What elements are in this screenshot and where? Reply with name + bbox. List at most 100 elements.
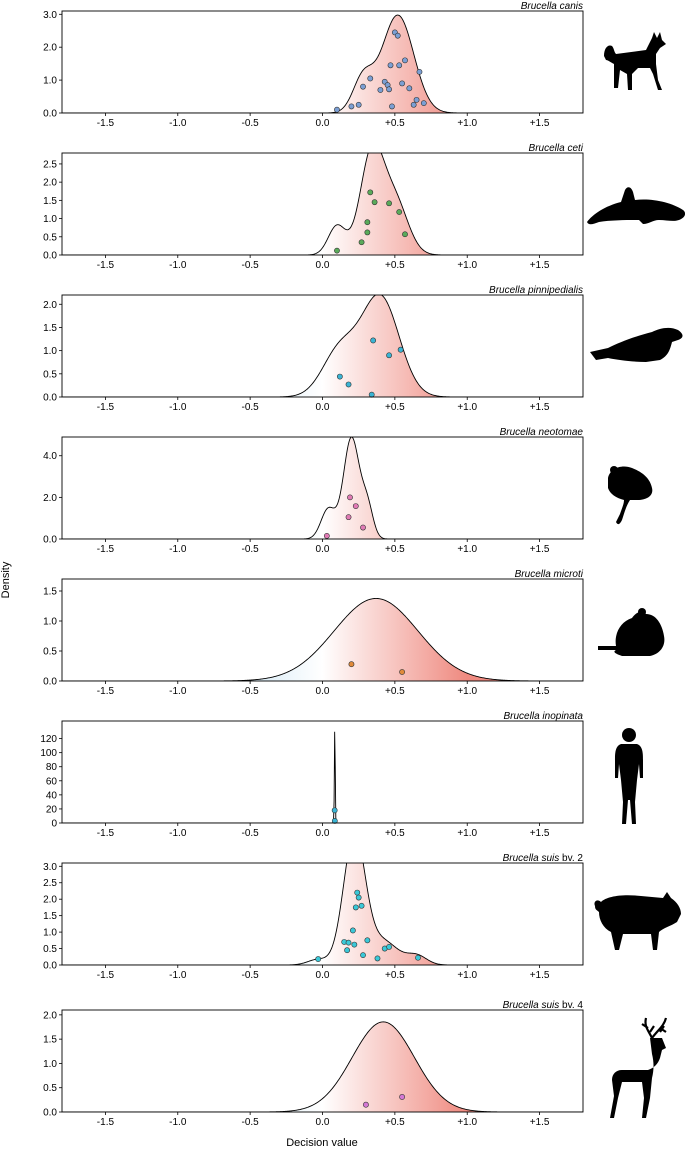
- data-point: [360, 524, 366, 531]
- kde-curve: [62, 14, 583, 113]
- y-tick-label: 0.0: [43, 251, 57, 262]
- y-tick-label: 0.5: [43, 1083, 57, 1094]
- data-point: [323, 532, 330, 539]
- y-tick-label: 1.5: [43, 323, 57, 334]
- y-tick-label: 1.0: [43, 928, 57, 939]
- data-point: [374, 955, 381, 962]
- y-tick-label: 0.0: [43, 961, 57, 972]
- x-tick-label: -1.5: [97, 970, 115, 981]
- panel-3: -1.5 -1.0 -0.5 0.0 +0.5 +1.0 +1.5 0.0 0.5 1.0 1.5 2…: [43, 285, 584, 413]
- x-tick-label: -0.5: [242, 686, 260, 697]
- x-tick-label: -1.0: [169, 544, 187, 555]
- data-point: [331, 807, 338, 814]
- dolphin-silhouette-icon: [587, 187, 685, 225]
- x-tick-label: +1.0: [457, 1117, 477, 1128]
- data-point: [345, 381, 352, 388]
- x-tick-label: 0.0: [316, 828, 330, 839]
- data-point: [364, 937, 371, 944]
- y-tick-label: 2.0: [43, 1010, 57, 1021]
- y-tick-label: 0.0: [43, 109, 57, 120]
- y-tick-label: 80: [46, 762, 58, 773]
- y-tick-label: 2.0: [43, 178, 57, 189]
- x-tick-label: +0.5: [385, 686, 405, 697]
- data-point: [349, 927, 356, 934]
- data-point: [355, 101, 362, 108]
- data-point: [347, 494, 353, 501]
- x-tick-label: +1.0: [457, 970, 477, 981]
- y-tick-label: 2.5: [43, 878, 57, 889]
- axes-frame: [61, 10, 584, 114]
- data-point: [399, 80, 405, 87]
- x-tick-label: +1.5: [530, 260, 550, 271]
- y-tick-label: 2.0: [43, 300, 57, 311]
- data-point: [370, 337, 377, 344]
- x-tick-label: -1.5: [97, 1117, 115, 1128]
- x-tick-label: +1.0: [457, 544, 477, 555]
- x-tick-label: -0.5: [242, 260, 260, 271]
- x-tick-label: -1.0: [169, 970, 187, 981]
- x-tick-label: -1.0: [169, 1117, 187, 1128]
- y-tick-label: 60: [46, 776, 58, 787]
- x-tick-label: +1.0: [457, 260, 477, 271]
- data-point: [387, 62, 394, 69]
- kde-area: [62, 731, 583, 823]
- x-tick-label: -0.5: [242, 544, 260, 555]
- x-tick-label: -1.0: [169, 828, 187, 839]
- data-point: [364, 219, 371, 226]
- panel-title: Brucella suis bv. 4: [503, 1000, 584, 1011]
- data-point: [420, 100, 427, 107]
- panel-5: -1.5 -1.0 -0.5 0.0 +0.5 +1.0 +1.5 0.0 0.5 1.0 1.5 B…: [43, 569, 584, 697]
- data-point: [399, 669, 405, 675]
- y-tick-label: 1.0: [43, 346, 57, 357]
- data-point: [368, 391, 375, 398]
- x-tick-label: +0.5: [385, 118, 405, 129]
- x-tick-label: -0.5: [242, 118, 260, 129]
- data-point: [394, 32, 401, 39]
- x-tick-label: -1.0: [169, 686, 187, 697]
- x-tick-label: +1.0: [457, 118, 477, 129]
- x-tick-label: -1.0: [169, 118, 187, 129]
- x-tick-label: -1.5: [97, 118, 115, 129]
- x-tick-label: -1.5: [97, 402, 115, 413]
- x-tick-label: +1.5: [530, 1117, 550, 1128]
- panel-title: Brucella pinnipedialis: [489, 285, 583, 296]
- data-point: [331, 817, 338, 824]
- y-tick-label: 20: [46, 804, 58, 815]
- x-tick-label: 0.0: [316, 260, 330, 271]
- data-point: [354, 889, 361, 896]
- kde-area: [62, 437, 583, 539]
- panel-title: Brucella ceti: [529, 143, 584, 154]
- seal-silhouette-icon: [590, 327, 683, 362]
- x-tick-label: 0.0: [316, 1117, 330, 1128]
- data-point: [315, 956, 322, 962]
- woodrat-silhouette-icon: [608, 466, 653, 525]
- y-tick-label: 2.5: [43, 159, 57, 170]
- y-tick-label: 1.5: [43, 587, 57, 598]
- x-tick-label: 0.0: [316, 402, 330, 413]
- dog-silhouette-icon: [604, 32, 666, 90]
- data-point: [334, 247, 340, 254]
- data-point: [389, 103, 395, 110]
- data-point: [397, 346, 404, 353]
- x-tick-label: +1.0: [457, 686, 477, 697]
- data-point: [396, 62, 403, 69]
- x-tick-label: -0.5: [242, 402, 260, 413]
- data-point: [352, 503, 359, 510]
- human-silhouette-icon: [615, 728, 643, 824]
- data-point: [386, 944, 392, 950]
- axes-frame: [61, 152, 584, 256]
- y-tick-label: 1.0: [43, 76, 57, 87]
- data-point: [358, 239, 365, 246]
- data-point: [367, 189, 374, 196]
- y-tick-label: 1.0: [43, 214, 57, 225]
- panel-title: Brucella microti: [515, 569, 584, 580]
- panel-7: -1.5 -1.0 -0.5 0.0 +0.5 +1.0 +1.5 0.0 0.5 1.0 1.5 2…: [43, 853, 584, 981]
- host-icon-column: [587, 32, 685, 1118]
- x-tick-label: +1.5: [530, 686, 550, 697]
- data-point: [345, 939, 352, 946]
- x-tick-label: -1.5: [97, 686, 115, 697]
- data-point: [364, 229, 371, 236]
- kde-curve: [62, 295, 583, 397]
- panel-6: -1.5 -1.0 -0.5 0.0 +0.5 +1.0 +1.5 0 20 40 60 80 100 1…: [40, 711, 584, 839]
- data-point: [402, 57, 408, 64]
